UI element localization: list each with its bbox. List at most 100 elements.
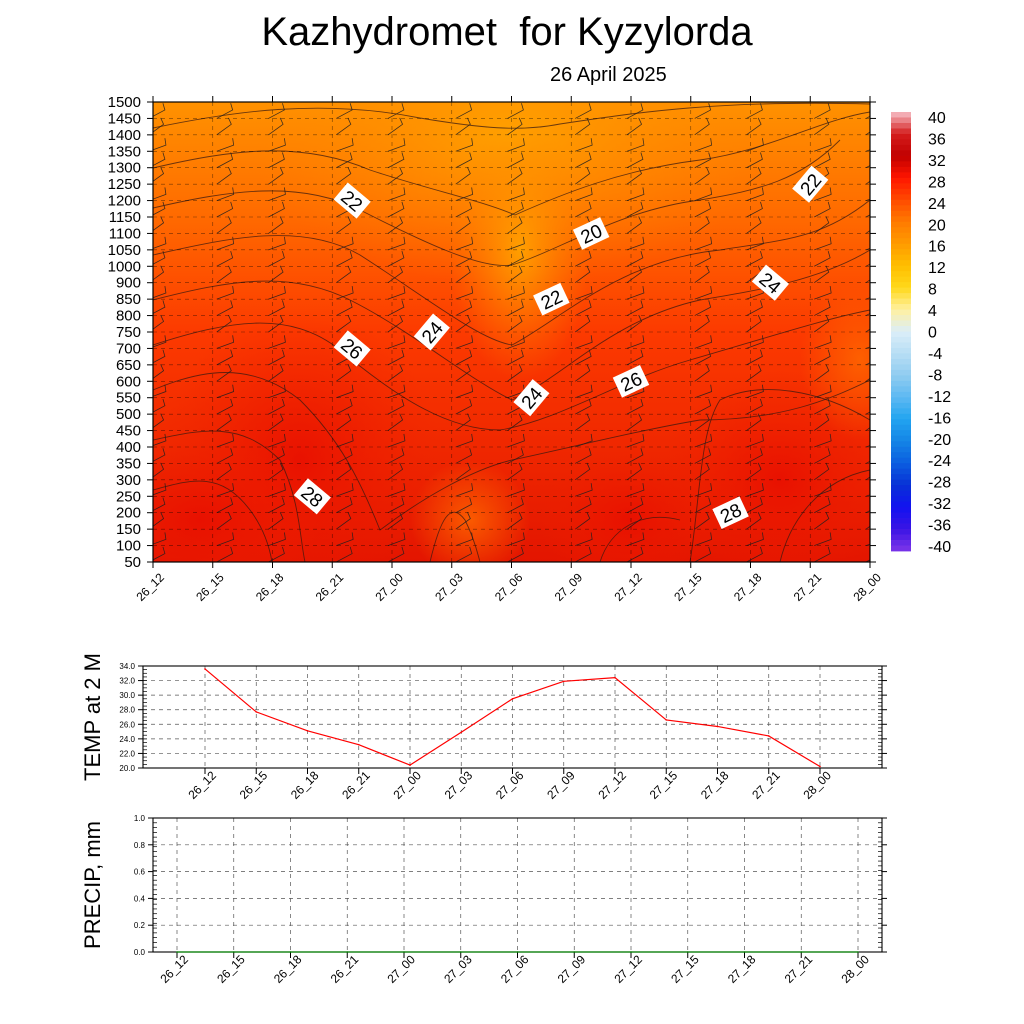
heatmap-x-tick-label: 27_21 xyxy=(791,570,825,604)
colorbar-box xyxy=(891,413,911,420)
colorbar-box xyxy=(891,254,911,261)
panel-x-tick-label: 27_15 xyxy=(647,768,681,802)
wind-barb xyxy=(455,300,473,316)
wind-barb xyxy=(216,483,235,497)
wind-barb xyxy=(626,216,643,234)
colorbar-box xyxy=(891,117,911,124)
panel-x-tick-label: 27_03 xyxy=(441,952,475,986)
wind-barb xyxy=(746,152,763,169)
wind-barb xyxy=(814,546,831,562)
colorbar-box xyxy=(891,183,911,190)
wind-barb xyxy=(814,497,831,514)
wind-barb xyxy=(746,384,764,399)
wind-barb xyxy=(694,216,710,234)
wind-barb xyxy=(216,512,232,530)
colorbar-box xyxy=(891,166,911,173)
wind-barb xyxy=(746,483,764,497)
contour-line xyxy=(153,480,273,562)
colorbar: 4036322824201612840-4-8-12-16-20-24-28-3… xyxy=(891,110,951,556)
colorbar-box xyxy=(891,128,911,135)
wind-barb xyxy=(268,497,285,514)
wind-barb xyxy=(455,152,473,169)
wind-barb xyxy=(814,448,831,464)
wind-barb xyxy=(694,152,712,169)
panel-x-tick-label: 26_12 xyxy=(157,952,191,986)
panel-y-tick-label: 30.0 xyxy=(119,691,135,700)
panel-y-tick-label: 0.0 xyxy=(134,948,146,957)
colorbar-box xyxy=(891,216,911,223)
heatmap-y-tick-label: 50 xyxy=(124,554,141,571)
wind-barb xyxy=(746,335,764,349)
colorbar-box xyxy=(891,331,911,338)
series-point xyxy=(306,730,309,732)
temperature-heatmap: 1500145014001350130012501200115011001050… xyxy=(108,89,885,604)
heatmap-x-tick-label: 27_09 xyxy=(552,570,586,604)
wind-barb xyxy=(336,512,352,530)
colorbar-box xyxy=(891,479,911,486)
wind-barb xyxy=(387,314,404,333)
colorbar-label: -32 xyxy=(928,496,951,513)
wind-barb xyxy=(575,103,592,119)
wind-barb xyxy=(216,216,232,234)
wind-barb xyxy=(575,201,592,218)
panel-y-tick-label: 0.8 xyxy=(134,841,146,850)
wind-barb xyxy=(746,216,762,234)
series-point xyxy=(289,951,292,953)
wind-barb xyxy=(814,462,830,481)
heatmap-y-tick-label: 1300 xyxy=(108,160,141,177)
colorbar-box xyxy=(891,309,911,316)
wind-barb xyxy=(507,349,524,366)
contour-label-box xyxy=(751,264,789,301)
panel-y-tick-label: 32.0 xyxy=(119,677,135,686)
wind-barb xyxy=(216,335,235,349)
series-point xyxy=(573,951,576,953)
wind-barb xyxy=(268,265,284,284)
wind-barb xyxy=(507,462,523,481)
wind-barb xyxy=(387,448,405,464)
wind-barb xyxy=(814,117,830,136)
wind-barb xyxy=(387,265,404,284)
wind-barb xyxy=(387,532,406,546)
wind-barb xyxy=(268,335,286,349)
wind-barb xyxy=(814,433,832,448)
wind-barb xyxy=(268,167,284,185)
wind-barb xyxy=(387,138,406,152)
colorbar-box xyxy=(891,408,911,415)
wind-barb xyxy=(153,384,167,397)
wind-barb xyxy=(268,216,284,234)
panel-x-tick-label: 27_12 xyxy=(611,952,645,986)
wind-barb xyxy=(626,265,643,284)
wind-barb xyxy=(336,251,353,267)
panel-y-tick-label: 20.0 xyxy=(119,764,135,773)
colorbar-box xyxy=(891,369,911,376)
contour-line xyxy=(153,199,870,346)
wind-barb xyxy=(575,448,592,464)
colorbar-box xyxy=(891,238,911,245)
wind-barb xyxy=(387,546,405,562)
heatmap-x-tick-label: 28_00 xyxy=(850,570,884,604)
wind-barb xyxy=(455,532,474,546)
wind-barb xyxy=(575,349,592,366)
heatmap-y-tick-label: 800 xyxy=(116,308,141,325)
wind-barb xyxy=(746,251,763,267)
panel-x-tick-label: 26_15 xyxy=(237,768,271,802)
wind-barb xyxy=(627,102,629,103)
wind-barb xyxy=(694,413,710,431)
panel-x-tick-label: 26_21 xyxy=(328,952,362,986)
wind-barb xyxy=(694,117,710,136)
wind-barb xyxy=(268,546,285,562)
wind-barb xyxy=(336,364,352,382)
wind-barb xyxy=(216,138,235,152)
wind-barb xyxy=(575,187,593,201)
wind-barb xyxy=(746,300,763,316)
wind-barb xyxy=(507,532,525,546)
wind-barb xyxy=(336,300,353,316)
wind-barb xyxy=(153,167,165,182)
colorbar-box xyxy=(891,358,911,365)
wind-barb xyxy=(746,236,764,251)
colorbar-box xyxy=(891,468,911,475)
wind-barb xyxy=(149,89,166,102)
heatmap-y-tick-label: 1100 xyxy=(109,225,141,242)
wind-barb xyxy=(814,364,830,382)
colorbar-label: 16 xyxy=(928,239,946,256)
